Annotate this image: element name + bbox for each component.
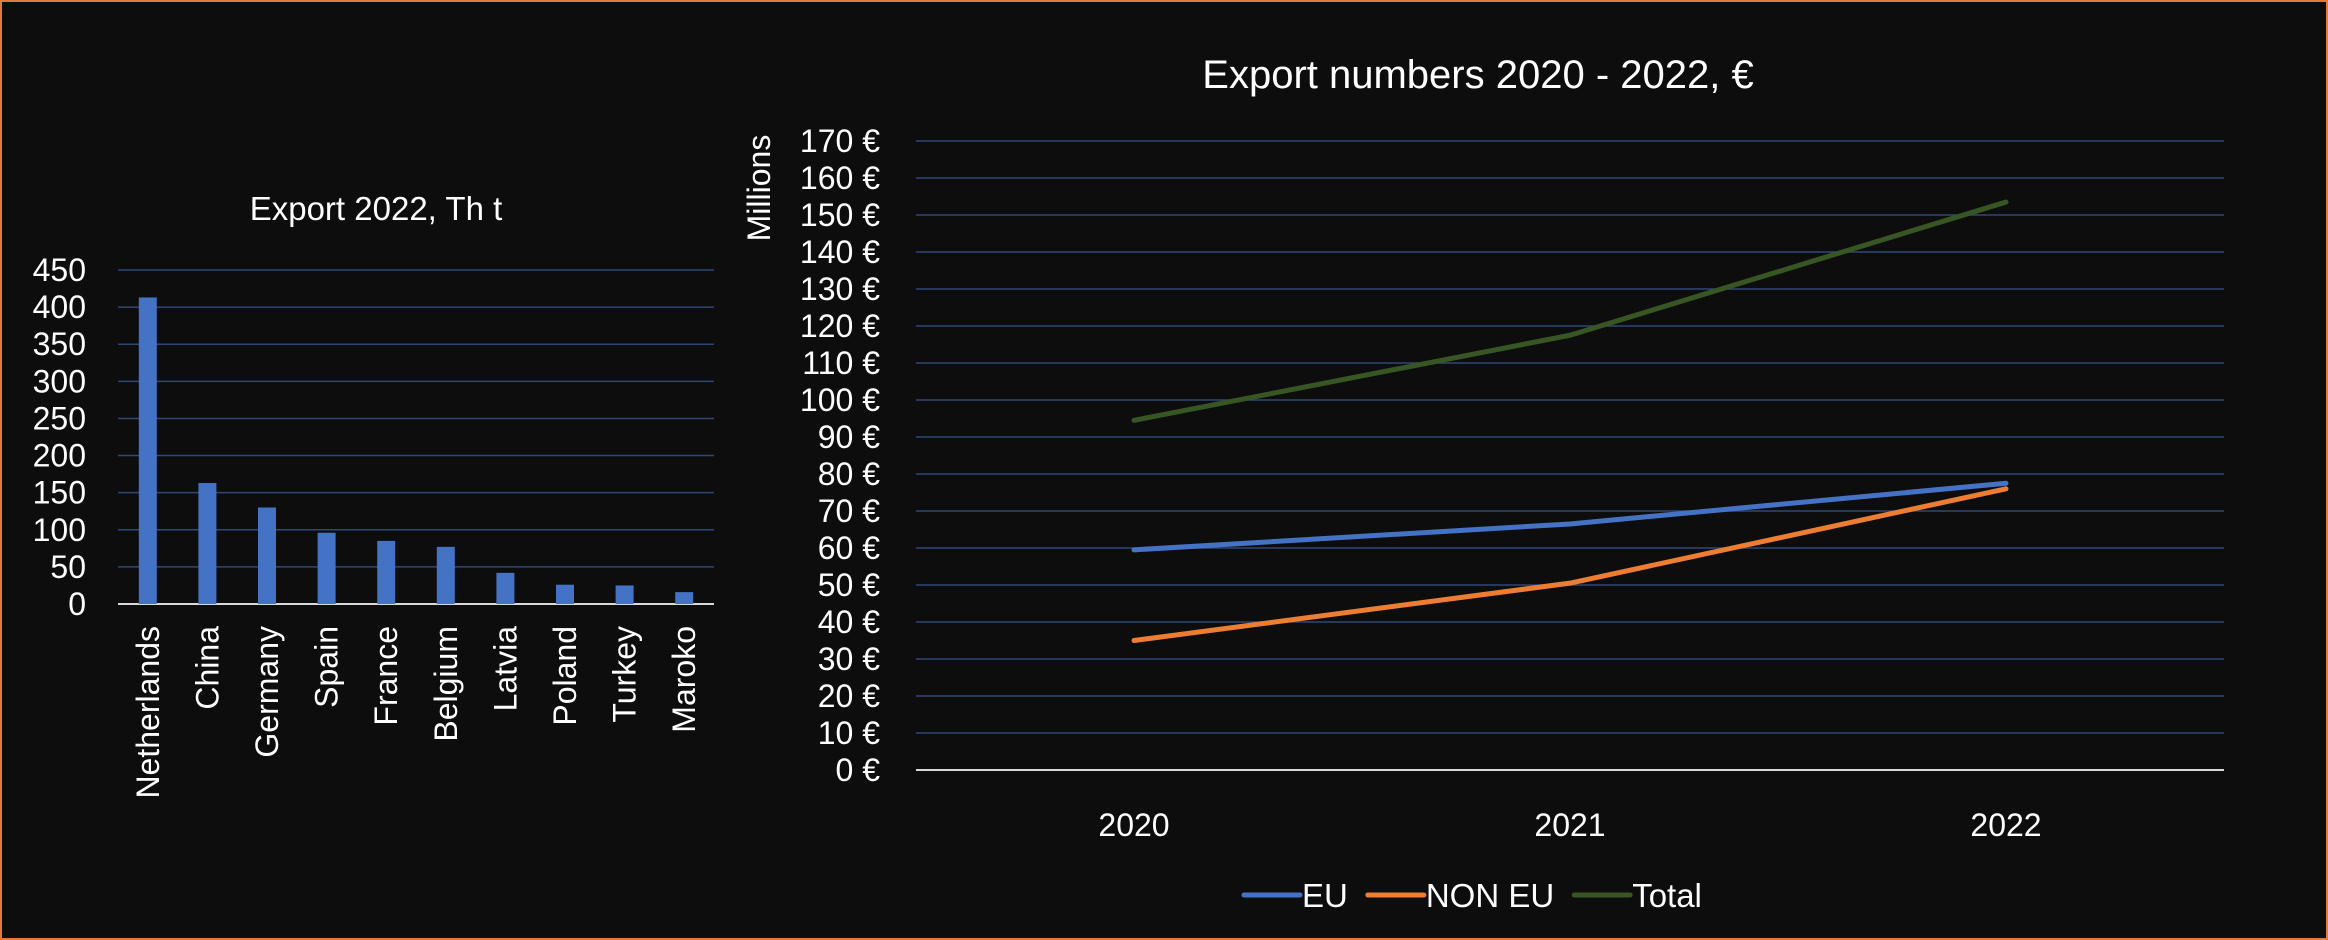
line-chart-title: Export numbers 2020 - 2022, € bbox=[1202, 53, 1753, 97]
line-chart-y-tick-label: 90 € bbox=[818, 419, 880, 455]
line-chart-y-tick-label: 30 € bbox=[818, 641, 880, 677]
line-chart-y-axis: 0 €10 €20 €30 €40 €50 €60 €70 €80 €90 €1… bbox=[800, 123, 880, 788]
series-line-eu bbox=[1131, 480, 2009, 553]
legend-label: NON EU bbox=[1426, 877, 1554, 914]
line-chart-y-tick-label: 10 € bbox=[818, 715, 880, 751]
line-chart-category-label: 2021 bbox=[1534, 807, 1605, 843]
bar-chart-y-tick-label: 50 bbox=[50, 549, 86, 585]
line-chart-y-tick-label: 0 € bbox=[836, 752, 881, 788]
bar-chart: Export 2022, Th t 0501001502002503003504… bbox=[33, 190, 714, 799]
legend-label: Total bbox=[1632, 877, 1702, 914]
line-chart-y-tick-label: 140 € bbox=[800, 234, 880, 270]
line-chart-y-tick-label: 130 € bbox=[800, 271, 880, 307]
bar-chart-y-tick-label: 450 bbox=[33, 252, 86, 288]
bar-maroko bbox=[675, 592, 694, 604]
line-chart-y-tick-label: 100 € bbox=[800, 382, 880, 418]
line-chart-x-axis: 2020 2021 2022 bbox=[1098, 807, 2041, 843]
line-chart-series bbox=[1131, 199, 2009, 643]
bar-chart-category-label: Spain bbox=[309, 626, 345, 708]
bar-belgium bbox=[436, 546, 455, 604]
bar-chart-y-tick-label: 250 bbox=[33, 400, 86, 436]
bar-netherlands bbox=[138, 297, 157, 604]
line-chart-category-label: 2022 bbox=[1970, 807, 2041, 843]
bar-chart-y-tick-label: 100 bbox=[33, 512, 86, 548]
bar-chart-y-tick-label: 150 bbox=[33, 475, 86, 511]
line-chart-legend: EU NON EU Total bbox=[1241, 877, 1702, 914]
bar-chart-category-label: Netherlands bbox=[130, 626, 166, 799]
bar-chart-category-label: Poland bbox=[547, 626, 583, 726]
line-chart-y-tick-label: 60 € bbox=[818, 530, 880, 566]
bar-chart-category-label: Germany bbox=[249, 626, 285, 758]
bar-chart-y-tick-label: 300 bbox=[33, 363, 86, 399]
series-line-non-eu bbox=[1131, 486, 2009, 643]
line-chart-y-tick-label: 110 € bbox=[802, 345, 880, 381]
bar-chart-y-tick-label: 400 bbox=[33, 289, 86, 325]
bar-chart-y-tick-label: 200 bbox=[33, 438, 86, 474]
bar-china bbox=[198, 483, 217, 604]
line-chart-y-axis-label: Millions bbox=[741, 135, 777, 242]
line-chart-y-tick-label: 150 € bbox=[800, 197, 880, 233]
bar-spain bbox=[317, 532, 336, 604]
bar-chart-category-label: Belgium bbox=[428, 626, 464, 742]
line-chart-y-tick-label: 40 € bbox=[818, 604, 880, 640]
line-chart: Export numbers 2020 - 2022, € Millions 0… bbox=[741, 53, 2224, 914]
line-chart-y-tick-label: 160 € bbox=[800, 160, 880, 196]
bar-chart-gridlines bbox=[118, 269, 714, 605]
bar-germany bbox=[258, 507, 276, 604]
line-chart-y-tick-label: 120 € bbox=[800, 308, 880, 344]
line-chart-y-tick-label: 80 € bbox=[818, 456, 880, 492]
legend-label: EU bbox=[1302, 877, 1348, 914]
bar-chart-category-label: Turkey bbox=[607, 626, 643, 723]
bar-latvia bbox=[496, 572, 515, 604]
series-line-total bbox=[1131, 199, 2009, 423]
bar-chart-x-axis: Netherlands China Germany Spain France Belgiu… bbox=[130, 626, 702, 799]
bar-chart-y-tick-label: 0 bbox=[68, 586, 86, 622]
line-chart-category-label: 2020 bbox=[1098, 807, 1169, 843]
line-chart-y-tick-label: 50 € bbox=[818, 567, 880, 603]
bar-chart-bars bbox=[138, 297, 694, 604]
bar-poland bbox=[556, 584, 574, 604]
line-chart-y-tick-label: 20 € bbox=[818, 678, 880, 714]
bar-turkey bbox=[615, 585, 634, 604]
bar-chart-category-label: Latvia bbox=[487, 626, 523, 712]
bar-chart-title: Export 2022, Th t bbox=[250, 190, 503, 227]
bar-chart-y-tick-label: 350 bbox=[33, 326, 86, 362]
bar-chart-category-label: France bbox=[368, 626, 404, 726]
line-chart-y-tick-label: 170 € bbox=[800, 123, 880, 159]
line-chart-gridlines bbox=[916, 140, 2224, 771]
line-chart-y-tick-label: 70 € bbox=[818, 493, 880, 529]
bar-chart-category-label: Maroko bbox=[666, 626, 702, 733]
bar-france bbox=[377, 540, 396, 604]
bar-chart-category-label: China bbox=[189, 626, 225, 710]
